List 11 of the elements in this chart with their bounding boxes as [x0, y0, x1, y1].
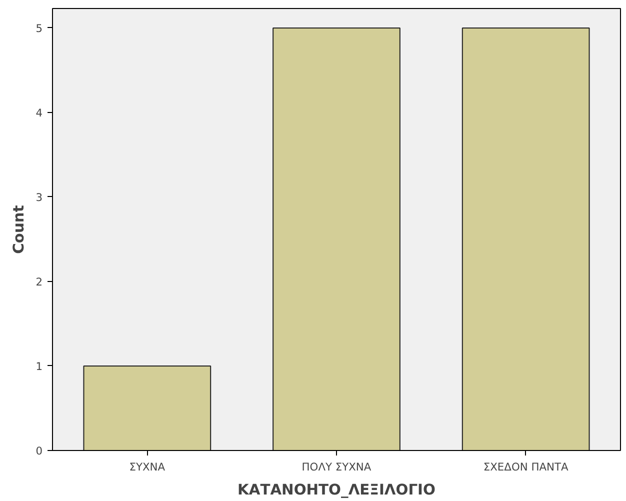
y-tick-label: 4: [36, 106, 43, 120]
y-tick-label: 0: [36, 444, 43, 458]
x-tick-label: ΣΥΧΝΑ: [129, 460, 166, 474]
x-tick-label: ΠΟΛΥ ΣΥΧΝΑ: [302, 460, 372, 474]
y-tick-label: 3: [36, 190, 42, 204]
y-tick-label: 2: [36, 275, 42, 288]
y-tick-label: 1: [36, 360, 42, 373]
y-tick-label: 5: [36, 22, 42, 35]
x-tick-label: ΣΧΕΔΟΝ ΠΑΝΤΑ: [483, 460, 569, 474]
x-axis-title: ΚΑΤΑΝΟΗΤΟ_ΛΕΞΙΛΟΓΙΟ: [238, 482, 436, 498]
y-axis-title: Count: [10, 205, 28, 254]
